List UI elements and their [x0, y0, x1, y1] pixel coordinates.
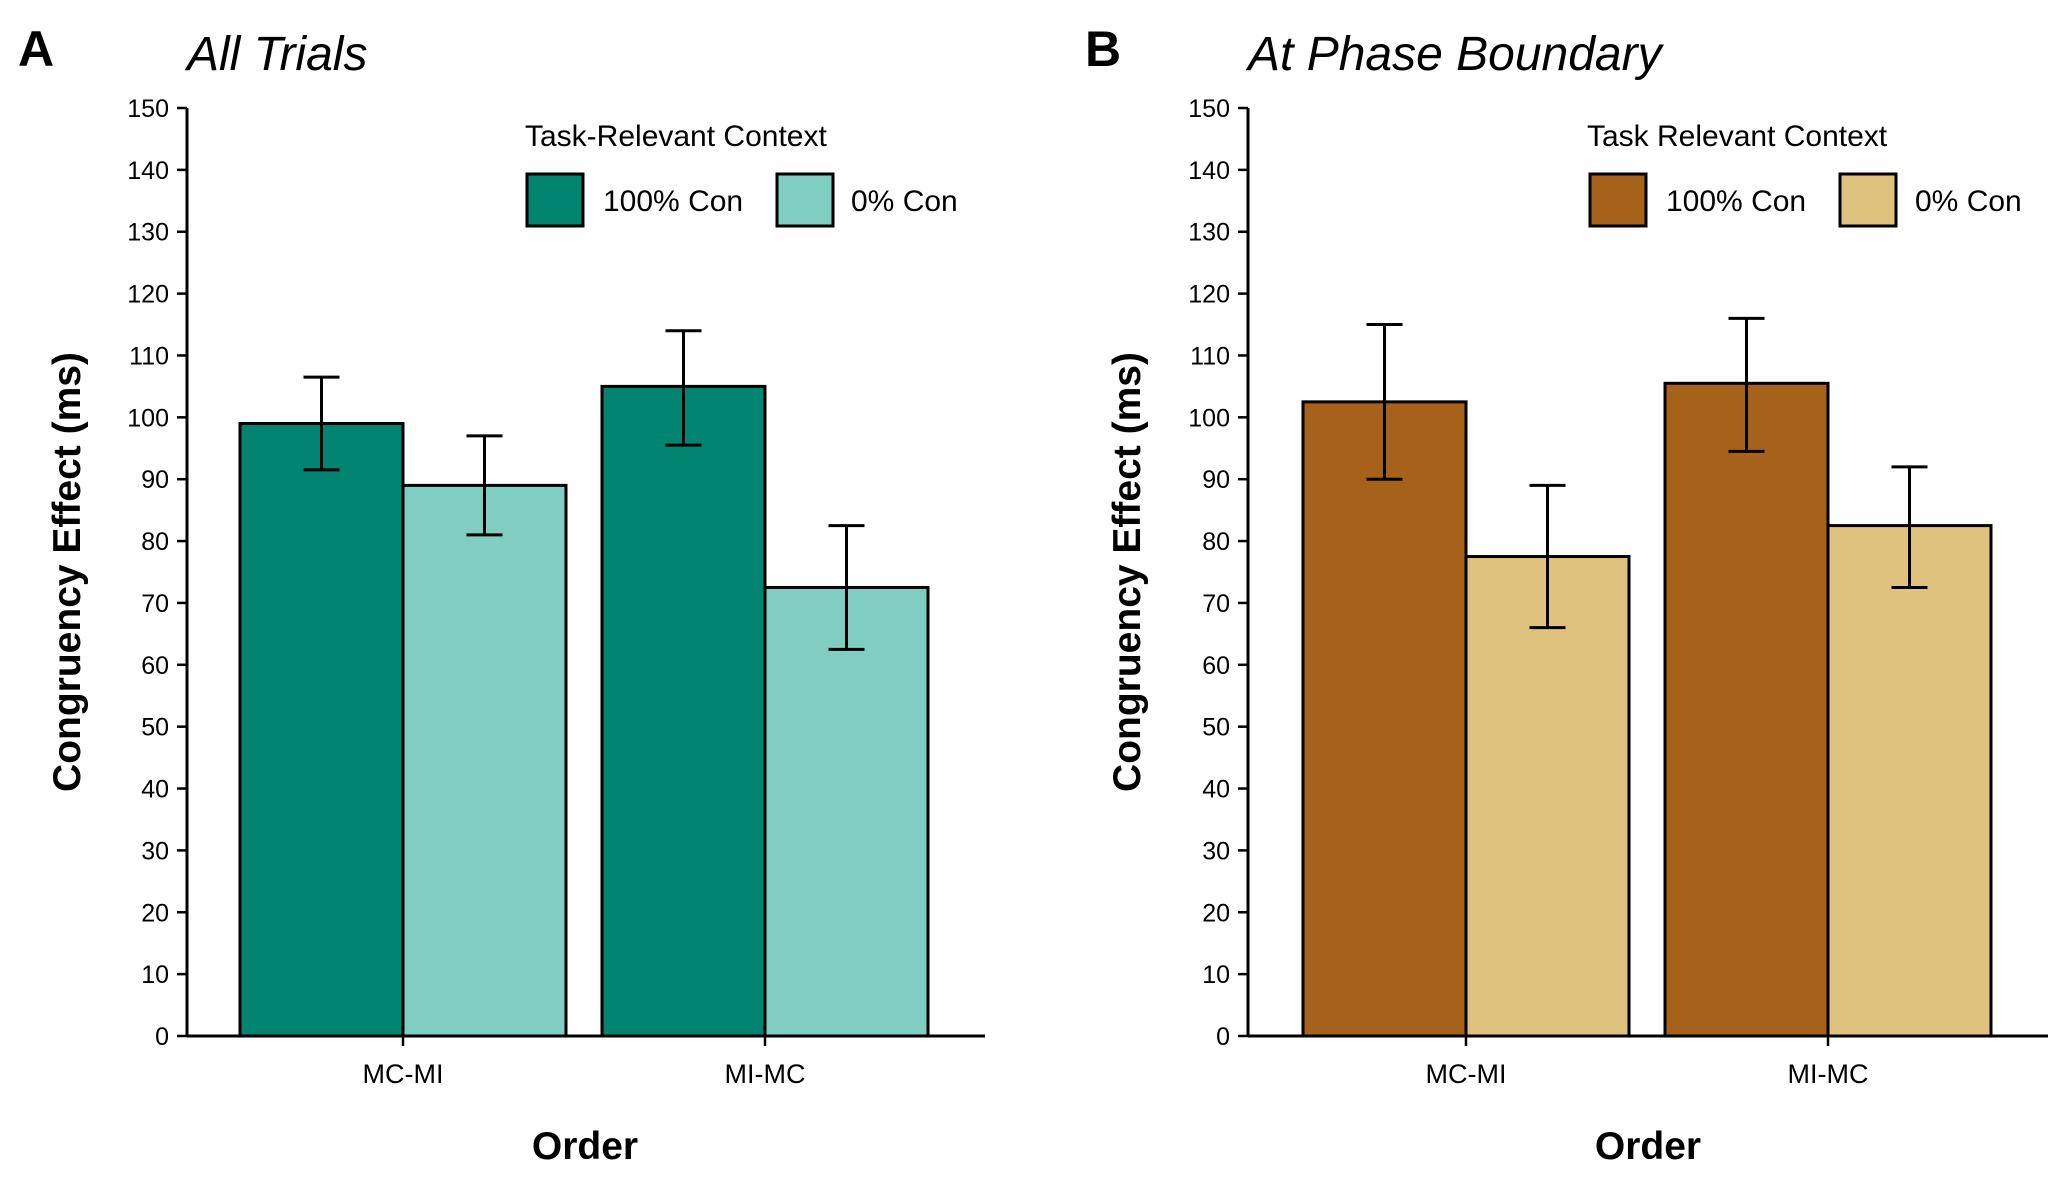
- y-tick-label: 140: [127, 157, 169, 185]
- y-tick-label: 120: [1188, 281, 1230, 309]
- y-tick-label: 100: [127, 404, 169, 432]
- y-tick-label: 150: [1188, 95, 1230, 123]
- y-tick-label: 70: [141, 590, 169, 618]
- y-tick-label: 10: [1202, 961, 1230, 989]
- bar-mi-mc-series-1: [1826, 524, 1993, 1038]
- panel-label: A: [18, 21, 54, 77]
- y-tick-label: 130: [1188, 219, 1230, 247]
- y-tick-label: 20: [1202, 899, 1230, 927]
- y-tick-label: 110: [129, 342, 169, 370]
- x-axis-label: Order: [532, 1125, 638, 1168]
- y-tick-label: 40: [141, 776, 169, 804]
- y-tick-label: 80: [1202, 528, 1230, 556]
- bar-mc-mi-series-0: [1301, 400, 1468, 1038]
- legend-swatch-series-0: [1588, 172, 1648, 228]
- y-tick-label: 110: [1190, 342, 1230, 370]
- chart-panel-a: A All Trials Congruency Effect (ms) Order MC…: [18, 21, 985, 1168]
- x-tick-label: MI-MC: [725, 1059, 806, 1089]
- y-tick-label: 50: [1202, 714, 1230, 742]
- bar-mc-mi-series-0: [238, 422, 405, 1038]
- y-tick-label: 10: [141, 961, 169, 989]
- legend-swatch-series-1: [1838, 172, 1898, 228]
- bar-mc-mi-series-1: [401, 483, 568, 1038]
- legend-label-series-0: 100% Con: [603, 185, 743, 218]
- legend-title: Task Relevant Context: [1587, 120, 1888, 153]
- y-tick-label: 20: [141, 899, 169, 927]
- legend-label-series-0: 100% Con: [1666, 185, 1806, 218]
- x-tick-label: MC-MI: [1426, 1059, 1507, 1089]
- x-axis-label: Order: [1595, 1125, 1701, 1168]
- legend: Task Relevant Context 100% Con 0% Con: [1587, 120, 2022, 228]
- y-tick-label: 50: [141, 714, 169, 742]
- bar-mi-mc-series-0: [1663, 381, 1830, 1038]
- panel-label: B: [1085, 21, 1121, 77]
- y-tick-label: 100: [1188, 404, 1230, 432]
- y-tick-label: 90: [141, 466, 169, 494]
- x-tick-label: MI-MC: [1788, 1059, 1869, 1089]
- y-tick-label: 60: [141, 652, 169, 680]
- y-tick-label: 150: [127, 95, 169, 123]
- y-tick-label: 0: [1216, 1023, 1230, 1051]
- legend-label-series-1: 0% Con: [1915, 185, 2022, 218]
- y-axis-label: Congruency Effect (ms): [1106, 352, 1149, 792]
- y-tick-label: 30: [141, 837, 169, 865]
- y-tick-label: 30: [1202, 837, 1230, 865]
- legend: Task-Relevant Context 100% Con 0% Con: [525, 120, 958, 228]
- y-axis-label: Congruency Effect (ms): [46, 352, 89, 792]
- y-tick-label: 130: [127, 219, 169, 247]
- chart-title: All Trials: [184, 28, 367, 81]
- legend-title: Task-Relevant Context: [525, 120, 827, 153]
- y-tick-label: 120: [127, 281, 169, 309]
- legend-swatch-series-0: [525, 172, 585, 228]
- chart-title: At Phase Boundary: [1245, 28, 1665, 81]
- bar-mi-mc-series-1: [763, 585, 930, 1038]
- y-tick-label: 0: [155, 1023, 169, 1051]
- y-tick-label: 70: [1202, 590, 1230, 618]
- y-tick-label: 90: [1202, 466, 1230, 494]
- y-tick-label: 140: [1188, 157, 1230, 185]
- legend-swatch-series-1: [775, 172, 835, 228]
- x-tick-label: MC-MI: [363, 1059, 444, 1089]
- y-tick-label: 40: [1202, 776, 1230, 804]
- y-tick-label: 80: [141, 528, 169, 556]
- legend-label-series-1: 0% Con: [851, 185, 958, 218]
- bar-mi-mc-series-0: [600, 384, 767, 1038]
- chart-panel-b: B At Phase Boundary Congruency Effect (ms)…: [1085, 21, 2048, 1168]
- y-tick-label: 60: [1202, 652, 1230, 680]
